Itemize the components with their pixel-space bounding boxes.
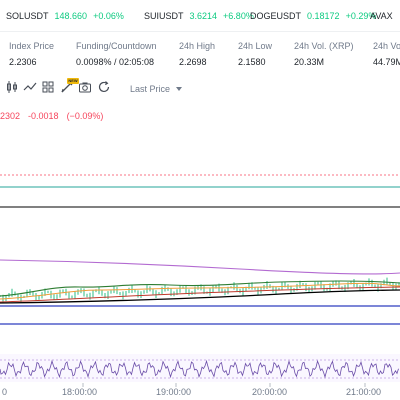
purple-trend-line bbox=[0, 259, 400, 275]
ma-green-line bbox=[0, 280, 400, 297]
ticker-price: 148.660 bbox=[54, 11, 88, 21]
ticker-item-sol[interactable]: SOLUSDT 148.660 +0.06% bbox=[6, 11, 124, 21]
stat-24h-high: 24h High 2.2698 bbox=[179, 41, 215, 67]
ticker-symbol: DOGEUSDT bbox=[250, 11, 302, 21]
ticker-item-doge[interactable]: DOGEUSDT 0.18172 +0.29% bbox=[250, 11, 376, 21]
price-type-dropdown[interactable]: Last Price bbox=[130, 84, 183, 94]
x-axis-label: 21:00:00 bbox=[346, 387, 382, 397]
ticker-symbol: SUIUSDT bbox=[144, 11, 184, 21]
stat-label: 24h Low bbox=[238, 41, 273, 51]
stat-funding-countdown: Funding/Countdown 0.0098% / 02:05:08 bbox=[76, 41, 157, 67]
ticker-item-sui[interactable]: SUIUSDT 3.6214 +6.80% bbox=[144, 11, 254, 21]
price-chart[interactable] bbox=[0, 102, 400, 400]
legend-price: 2302 bbox=[0, 111, 21, 121]
ticker-change: +0.06% bbox=[93, 11, 124, 21]
grid-icon[interactable] bbox=[41, 80, 55, 94]
stat-label: 24h Vol. (XRP) bbox=[294, 41, 354, 51]
refresh-icon[interactable] bbox=[97, 80, 111, 94]
chart-toolbar bbox=[0, 74, 400, 102]
stat-label: 24h High bbox=[179, 41, 216, 51]
ticker-change: +6.80% bbox=[223, 11, 254, 21]
legend-change-pct: (−0.09%) bbox=[66, 111, 104, 121]
stat-value: 0.0098% / 02:05:08 bbox=[76, 57, 155, 67]
stat-24h-vol-usdt: 24h Vo 44.79M bbox=[373, 41, 400, 67]
oscillator-line bbox=[0, 359, 399, 379]
price-legend: 2302 -0.0018 (−0.09%) bbox=[0, 111, 103, 121]
stat-24h-vol-xrp: 24h Vol. (XRP) 20.33M bbox=[294, 41, 354, 67]
camera-icon[interactable] bbox=[78, 80, 92, 94]
caret-down-icon bbox=[176, 87, 183, 91]
oscillator-panel bbox=[0, 354, 400, 382]
ma-red-line bbox=[0, 286, 400, 303]
market-stats: Index Price 2.2306 Funding/Countdown 0.0… bbox=[0, 32, 400, 74]
stat-24h-low: 24h Low 2.1580 bbox=[238, 41, 272, 67]
stat-label: Funding/Countdown bbox=[76, 41, 157, 51]
ticker-symbol: SOLUSDT bbox=[6, 11, 49, 21]
stat-label: 24h Vo bbox=[373, 41, 400, 51]
ticker-symbol: AVAX bbox=[370, 11, 393, 21]
ticker-item-avax[interactable]: AVAX bbox=[370, 11, 393, 21]
x-axis-label: 19:00:00 bbox=[156, 387, 192, 397]
stat-value: 2.2306 bbox=[9, 57, 37, 67]
stat-index-price: Index Price 2.2306 bbox=[9, 41, 54, 67]
ticker-price: 3.6214 bbox=[189, 11, 218, 21]
candles-icon[interactable] bbox=[5, 80, 19, 94]
stat-value: 20.33M bbox=[294, 57, 325, 67]
ticker-strip: SOLUSDT 148.660 +0.06% SUIUSDT 3.6214 +6… bbox=[0, 0, 400, 32]
price-type-label: Last Price bbox=[130, 84, 171, 94]
stat-value: 44.79M bbox=[373, 57, 400, 67]
x-axis-label: 18:00:00 bbox=[62, 387, 98, 397]
ma-black-line bbox=[0, 289, 400, 304]
legend-change: -0.0018 bbox=[28, 111, 59, 121]
stat-label: Index Price bbox=[9, 41, 55, 51]
stat-value: 2.2698 bbox=[179, 57, 207, 67]
ticker-change: +0.29% bbox=[345, 11, 377, 21]
indicators-icon[interactable] bbox=[23, 80, 37, 94]
x-axis-label: 0 bbox=[2, 387, 8, 397]
new-badge: NEW bbox=[67, 78, 79, 84]
x-axis-label: 20:00:00 bbox=[252, 387, 288, 397]
stat-value: 2.1580 bbox=[238, 57, 266, 67]
ma-orange-line bbox=[0, 282, 400, 300]
ticker-price: 0.18172 bbox=[307, 11, 340, 21]
